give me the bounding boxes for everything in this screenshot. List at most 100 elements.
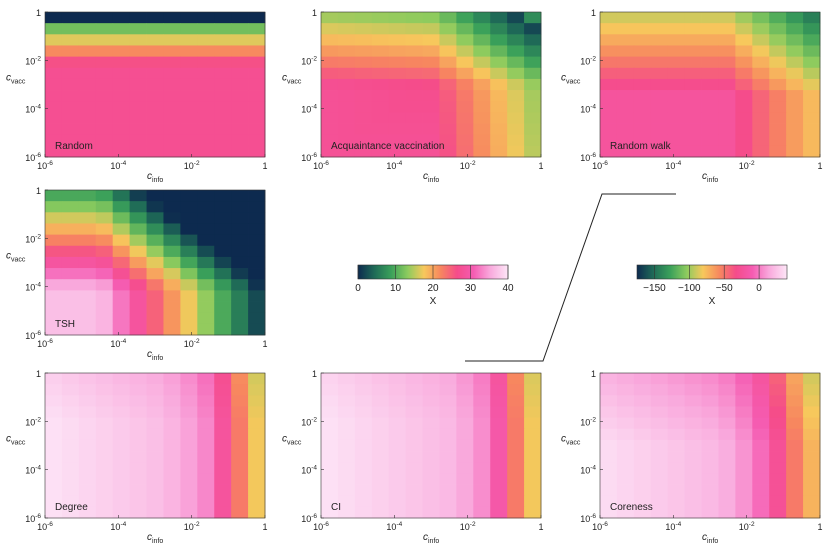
heatmap-cell	[439, 484, 457, 497]
heatmap-cell	[61, 190, 80, 202]
x-tick-label: 10-2	[184, 338, 200, 349]
heatmap-cell	[600, 384, 618, 396]
heatmap-cell	[163, 439, 181, 452]
heatmap-cell	[769, 134, 787, 147]
heatmap-cell	[507, 145, 525, 158]
heatmap-cell	[146, 45, 164, 58]
heatmap-cell	[45, 101, 63, 113]
heatmap-cell	[129, 190, 147, 202]
heatmap-cell	[61, 245, 80, 258]
heatmap-cell	[422, 134, 440, 147]
x-tick-label: 1	[262, 522, 267, 532]
heatmap-cell	[616, 439, 635, 452]
heatmap-cell	[473, 417, 491, 430]
heatmap-cell	[752, 134, 770, 147]
x-tick-label: 10-2	[460, 521, 476, 532]
heatmap-cell	[78, 428, 97, 441]
heatmap-cell	[456, 23, 474, 35]
heatmap-cell	[248, 134, 266, 147]
heatmap-cell	[180, 506, 198, 519]
heatmap-cell	[248, 395, 266, 407]
heatmap-cell	[507, 428, 525, 441]
heatmap-cell	[248, 23, 266, 35]
heatmap-cell	[490, 23, 508, 35]
heatmap-cell	[735, 90, 753, 102]
heatmap-cell	[321, 67, 339, 80]
y-tick-label: 10-6	[25, 330, 41, 341]
heatmap-cell	[248, 451, 266, 463]
heatmap-cell	[735, 12, 753, 24]
heatmap-cell	[473, 45, 491, 58]
heatmap-cell	[78, 134, 97, 147]
heatmap-cell	[231, 312, 249, 325]
heatmap-cell	[146, 439, 164, 452]
heatmap-cell	[735, 134, 753, 147]
heatmap-cell	[473, 78, 491, 91]
heatmap-cell	[769, 145, 787, 158]
heatmap-cell	[180, 439, 198, 452]
heatmap-cell	[667, 34, 686, 46]
heatmap-cell	[337, 56, 356, 69]
heatmap-cell	[524, 395, 542, 407]
heatmap-cell	[490, 90, 508, 102]
heatmap-cell	[735, 462, 753, 474]
heatmap-cell	[388, 101, 407, 113]
heatmap-cell	[616, 12, 635, 24]
heatmap-cell	[45, 428, 63, 441]
heatmap-cell	[197, 495, 215, 508]
heatmap-cell	[214, 484, 232, 497]
heatmap-cell	[248, 12, 266, 24]
heatmap-cell	[456, 484, 474, 497]
heatmap-cell	[180, 384, 198, 396]
heatmap-cell	[371, 439, 390, 452]
heatmap-cell	[78, 34, 97, 46]
heatmap-cell	[95, 439, 114, 452]
heatmap-cell	[214, 112, 232, 124]
heatmap-cell	[129, 201, 147, 213]
heatmap-cell	[473, 506, 491, 519]
x-tick-label: 10-2	[184, 521, 200, 532]
heatmap-cell	[490, 417, 508, 430]
heatmap-cell	[507, 395, 525, 407]
heatmap-cell	[684, 101, 702, 113]
heatmap-cell	[61, 373, 80, 385]
heatmap-cell	[129, 417, 147, 430]
heatmap-cell	[803, 417, 821, 430]
heatmap-cell	[248, 190, 266, 202]
heatmap-cell	[735, 473, 753, 485]
heatmap-cell	[95, 373, 114, 385]
heatmap-cell	[684, 495, 702, 508]
heatmap-cell	[718, 406, 736, 419]
heatmap-cell	[786, 495, 804, 508]
heatmap-cell	[95, 428, 114, 441]
heatmap-cell	[507, 506, 525, 519]
heatmap-cell	[321, 462, 339, 474]
heatmap-cell	[321, 417, 339, 430]
heatmap-cell	[752, 112, 770, 124]
heatmap-cell	[405, 462, 423, 474]
heatmap-cell	[600, 406, 618, 419]
heatmap-cell	[507, 112, 525, 124]
heatmap-cell	[422, 484, 440, 497]
heatmap-cell	[163, 384, 181, 396]
heatmap-cell	[95, 201, 114, 213]
heatmap-cell	[197, 201, 215, 213]
heatmap-cell	[146, 212, 164, 224]
x-tick-label: 10-4	[110, 521, 126, 532]
heatmap-cell	[633, 45, 652, 58]
x-tick-label: 10-6	[592, 160, 608, 171]
heatmap-cell	[650, 145, 669, 158]
heatmap-cell	[786, 395, 804, 407]
heatmap-cell	[112, 145, 131, 158]
heatmap-cell	[473, 473, 491, 485]
heatmap-cell	[112, 123, 131, 136]
heatmap-cell	[769, 395, 787, 407]
heatmap-cell	[718, 395, 736, 407]
heatmap-cell	[735, 406, 753, 419]
heatmap-cell	[490, 484, 508, 497]
heatmap-cell	[616, 45, 635, 58]
heatmap-cell	[45, 256, 63, 269]
heatmap-cell	[214, 406, 232, 419]
y-axis-label: cvacc	[6, 251, 26, 264]
heatmap-cell	[146, 201, 164, 213]
